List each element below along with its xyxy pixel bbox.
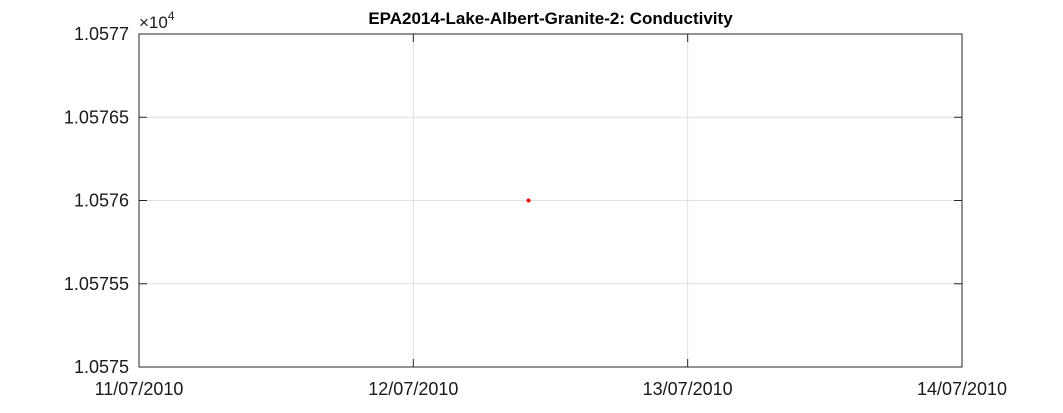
- axis-ticks: [138, 33, 963, 368]
- y-axis-multiplier-exponent: 4: [168, 9, 175, 23]
- x-tick-label: 11/07/2010: [95, 379, 184, 399]
- chart-title: EPA2014-Lake-Albert-Granite-2: Conductiv…: [368, 9, 733, 28]
- data-points: [526, 198, 531, 203]
- x-tick-label: 12/07/2010: [368, 379, 458, 399]
- y-tick-label: 1.0576: [74, 191, 129, 211]
- y-tick-label: 1.0577: [74, 24, 129, 44]
- tick-labels: 11/07/2010 12/07/2010 13/07/2010 14/07/2010…: [64, 24, 1007, 399]
- grid-lines: [139, 34, 962, 367]
- y-axis-multiplier: ×104: [139, 9, 175, 32]
- y-axis-multiplier-base: ×10: [139, 13, 168, 32]
- y-tick-label: 1.05765: [64, 107, 129, 127]
- y-tick-label: 1.0575: [74, 357, 129, 377]
- x-tick-label: 13/07/2010: [643, 379, 733, 399]
- x-tick-label: 14/07/2010: [917, 379, 1007, 399]
- y-tick-label: 1.05755: [64, 274, 129, 294]
- data-point: [526, 198, 531, 203]
